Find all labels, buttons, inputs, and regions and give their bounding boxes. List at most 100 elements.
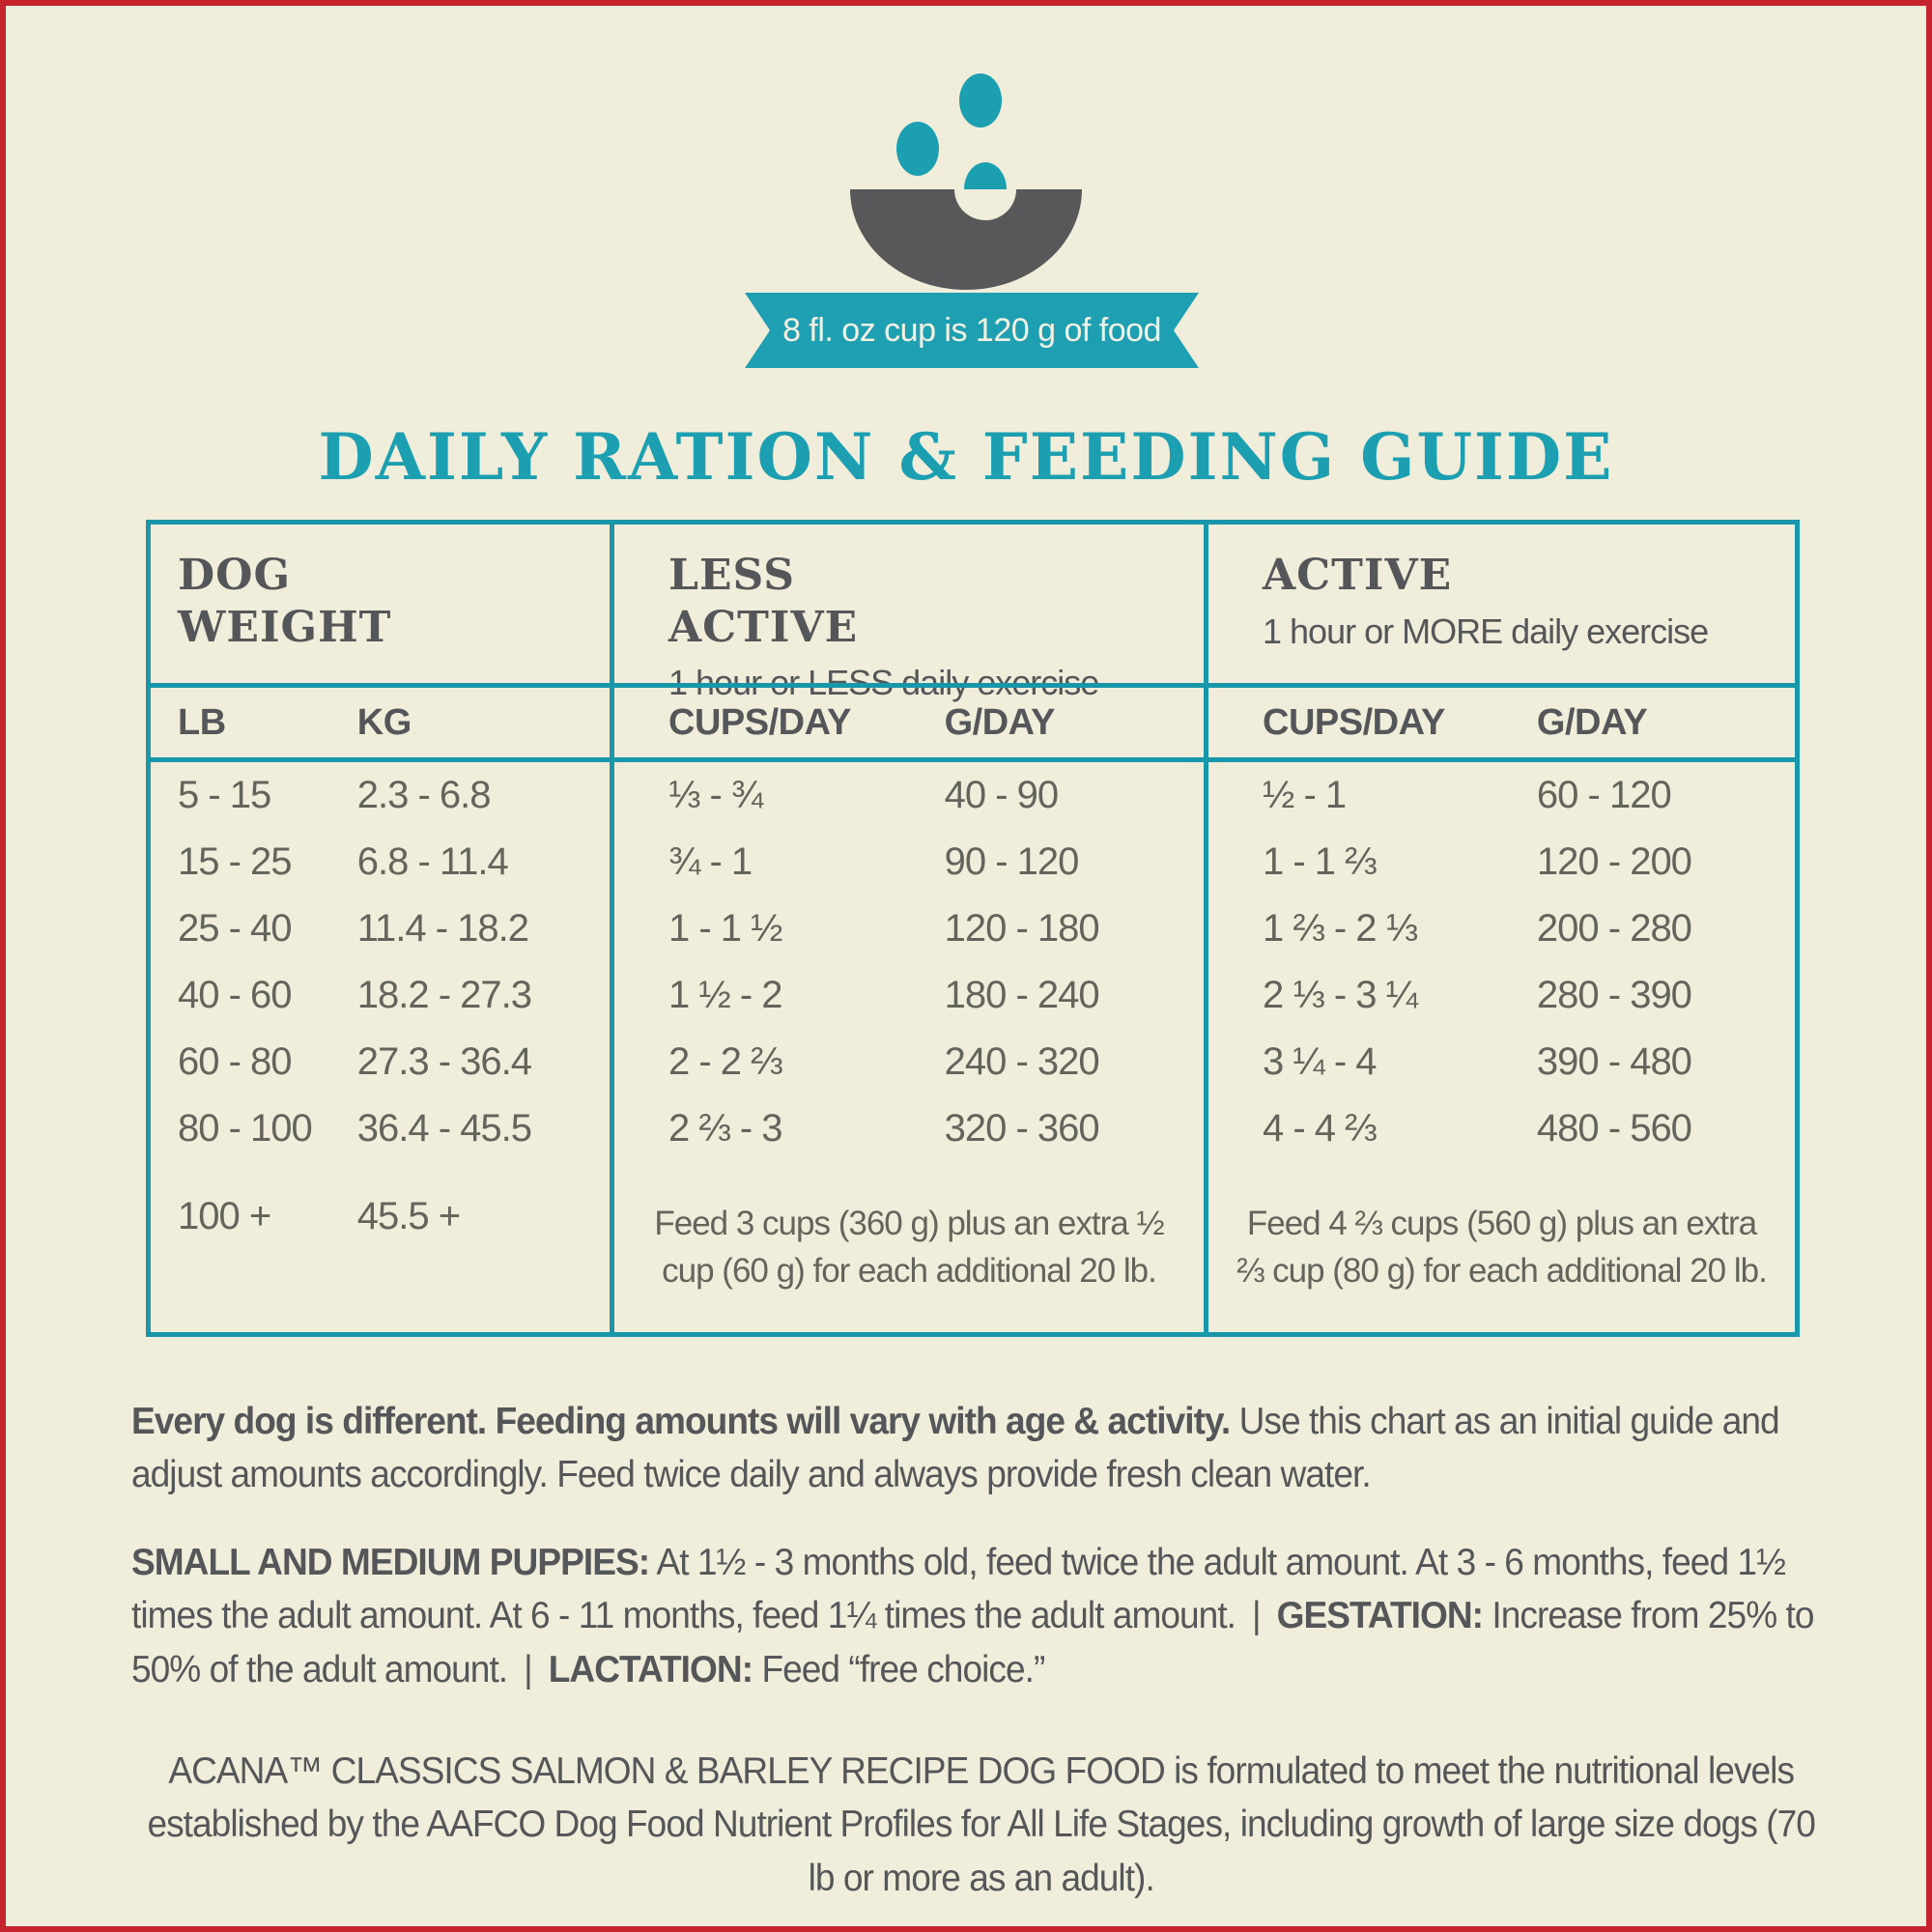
active-column: ½ - 1 60 - 120 1 - 1 ⅔ 120 - 200 1 ⅔ - 2 ⅓… xyxy=(1204,762,1795,1332)
col-g-label: G/DAY xyxy=(944,701,1056,743)
grams-value: 480 - 560 xyxy=(1536,1107,1692,1150)
header-dog-weight: DOG WEIGHT xyxy=(151,525,610,683)
header-active-sub: 1 hour or MORE daily exercise xyxy=(1263,611,1709,651)
table-row: 4 - 4 ⅔ 480 - 560 xyxy=(1208,1095,1795,1162)
table-row: 100 + 45.5 + xyxy=(151,1162,610,1332)
separator-bar: | xyxy=(524,1648,533,1690)
table-body: 5 - 15 2.3 - 6.8 15 - 25 6.8 - 11.4 25 - 4… xyxy=(151,762,1795,1332)
col-g-label: G/DAY xyxy=(1536,701,1648,743)
header-less-active-label: LESS ACTIVE xyxy=(668,551,859,652)
cups-value: ⅓ - ¾ xyxy=(668,774,763,816)
col-lb-label: LB xyxy=(178,701,226,743)
grams-value: 40 - 90 xyxy=(944,774,1060,816)
kg-value: 6.8 - 11.4 xyxy=(356,840,509,883)
header-active: ACTIVE 1 hour or MORE daily exercise xyxy=(1204,525,1795,683)
ribbon-text: 8 fl. oz cup is 120 g of food xyxy=(782,311,1161,349)
cups-value: 3 ¼ - 4 xyxy=(1263,1040,1378,1083)
table-row: 1 - 1 ⅔ 120 - 200 xyxy=(1208,829,1795,895)
col-cups-label: CUPS/DAY xyxy=(1263,701,1445,743)
footer-note-aafco: ACANA™ CLASSICS SALMON & BARLEY RECIPE D… xyxy=(147,1750,1815,1899)
grams-value: 120 - 180 xyxy=(944,907,1100,950)
table-row: 2 - 2 ⅔ 240 - 320 xyxy=(614,1029,1204,1095)
table-row: 40 - 60 18.2 - 27.3 xyxy=(151,962,610,1029)
subheader-weight: LB KG xyxy=(151,688,610,757)
footer-bold-text: SMALL AND MEDIUM PUPPIES: xyxy=(131,1542,650,1583)
cups-value: 1 - 1 ⅔ xyxy=(1263,840,1378,883)
grams-value: 90 - 120 xyxy=(944,840,1080,883)
grams-value: 60 - 120 xyxy=(1536,774,1672,816)
table-header-row: DOG WEIGHT LESS ACTIVE 1 hour or LESS da… xyxy=(151,525,1795,702)
cups-value: ¾ - 1 xyxy=(668,840,753,883)
active-note: Feed 4 ⅔ cups (560 g) plus an extra ⅔ cu… xyxy=(1208,1162,1795,1332)
table-row: 1 ⅔ - 2 ⅓ 200 - 280 xyxy=(1208,895,1795,962)
lb-value: 40 - 60 xyxy=(178,974,293,1016)
kg-value: 2.3 - 6.8 xyxy=(356,774,492,816)
note-text: Feed 4 ⅔ cups (560 g) plus an extra ⅔ cu… xyxy=(1236,1205,1768,1290)
lb-value: 80 - 100 xyxy=(178,1107,313,1150)
grams-value: 280 - 390 xyxy=(1536,974,1692,1016)
col-cups-label: CUPS/DAY xyxy=(668,701,851,743)
kg-value: 18.2 - 27.3 xyxy=(356,974,532,1016)
table-row: 2 ⅓ - 3 ¼ 280 - 390 xyxy=(1208,962,1795,1029)
ribbon-banner: 8 fl. oz cup is 120 g of food xyxy=(745,293,1199,368)
page-title: DAILY RATION & FEEDING GUIDE xyxy=(318,419,1614,495)
table-row: 80 - 100 36.4 - 45.5 xyxy=(151,1095,610,1162)
kibble-dot-icon xyxy=(959,73,1002,128)
cups-value: 1 ½ - 2 xyxy=(668,974,783,1016)
food-bowl-icon xyxy=(811,59,1121,300)
weight-column: 5 - 15 2.3 - 6.8 15 - 25 6.8 - 11.4 25 - 4… xyxy=(151,762,610,1332)
grams-value: 180 - 240 xyxy=(944,974,1100,1016)
separator-bar: | xyxy=(1251,1595,1262,1637)
grams-value: 240 - 320 xyxy=(944,1040,1100,1083)
header-active-label: ACTIVE xyxy=(1263,551,1453,600)
kg-value: 27.3 - 36.4 xyxy=(356,1040,532,1083)
kg-value: 45.5 + xyxy=(356,1195,461,1237)
footer-regular-text: Feed “free choice.” xyxy=(761,1648,1045,1690)
note-text: Feed 3 cups (360 g) plus an extra ½ cup … xyxy=(654,1205,1164,1290)
subheader-active: CUPS/DAY G/DAY xyxy=(1204,688,1795,757)
header-dog-weight-label: DOG WEIGHT xyxy=(178,551,392,652)
cups-value: ½ - 1 xyxy=(1263,774,1347,816)
kg-value: 36.4 - 45.5 xyxy=(356,1107,532,1150)
subheader-less-active: CUPS/DAY G/DAY xyxy=(610,688,1204,757)
table-row: 2 ⅔ - 3 320 - 360 xyxy=(614,1095,1204,1162)
footer-note-puppies: SMALL AND MEDIUM PUPPIES: At 1½ - 3 mont… xyxy=(131,1536,1831,1696)
table-row: 3 ¼ - 4 390 - 480 xyxy=(1208,1029,1795,1095)
table-row: ½ - 1 60 - 120 xyxy=(1208,762,1795,829)
table-row: ¾ - 1 90 - 120 xyxy=(614,829,1204,895)
grams-value: 390 - 480 xyxy=(1536,1040,1692,1083)
footer-bold-text: LACTATION: xyxy=(539,1648,762,1690)
lb-value: 60 - 80 xyxy=(178,1040,293,1083)
feeding-table: DOG WEIGHT LESS ACTIVE 1 hour or LESS da… xyxy=(146,520,1800,1337)
header-less-active: LESS ACTIVE 1 hour or LESS daily exercis… xyxy=(610,525,1204,702)
table-row: 15 - 25 6.8 - 11.4 xyxy=(151,829,610,895)
table-subheader-row: LB KG CUPS/DAY G/DAY CUPS/DAY G/DAY xyxy=(151,683,1795,762)
footer-regular-text: Use this chart as an initial guide and a… xyxy=(131,1401,1780,1496)
kibble-dot-icon xyxy=(896,122,939,176)
lb-value: 15 - 25 xyxy=(178,840,293,883)
footer-regular-text: Increase from 25% to 50% of the adult am… xyxy=(131,1595,1814,1690)
cups-value: 4 - 4 ⅔ xyxy=(1263,1107,1378,1150)
footer-note-general: Every dog is different. Feeding amounts … xyxy=(131,1395,1831,1502)
lb-value: 5 - 15 xyxy=(178,774,271,816)
cups-value: 1 ⅔ - 2 ⅓ xyxy=(1263,907,1418,950)
grams-value: 120 - 200 xyxy=(1536,840,1692,883)
grams-value: 200 - 280 xyxy=(1536,907,1692,950)
less-active-note: Feed 3 cups (360 g) plus an extra ½ cup … xyxy=(614,1162,1204,1332)
lb-value: 100 + xyxy=(178,1195,271,1237)
cups-value: 1 - 1 ½ xyxy=(668,907,783,950)
lb-value: 25 - 40 xyxy=(178,907,293,950)
header-less-active-sub: 1 hour or LESS daily exercise xyxy=(668,663,1099,703)
footer-bold-text: Every dog is different. Feeding amounts … xyxy=(131,1401,1231,1442)
cups-value: 2 - 2 ⅔ xyxy=(668,1040,783,1083)
kg-value: 11.4 - 18.2 xyxy=(356,907,529,950)
table-row: 1 - 1 ½ 120 - 180 xyxy=(614,895,1204,962)
table-row: ⅓ - ¾ 40 - 90 xyxy=(614,762,1204,829)
less-active-column: ⅓ - ¾ 40 - 90 ¾ - 1 90 - 120 1 - 1 ½ 120 - … xyxy=(610,762,1204,1332)
grams-value: 320 - 360 xyxy=(944,1107,1100,1150)
cups-value: 2 ⅓ - 3 ¼ xyxy=(1263,974,1418,1016)
cups-value: 2 ⅔ - 3 xyxy=(668,1107,783,1150)
table-row: 5 - 15 2.3 - 6.8 xyxy=(151,762,610,829)
table-row: 25 - 40 11.4 - 18.2 xyxy=(151,895,610,962)
